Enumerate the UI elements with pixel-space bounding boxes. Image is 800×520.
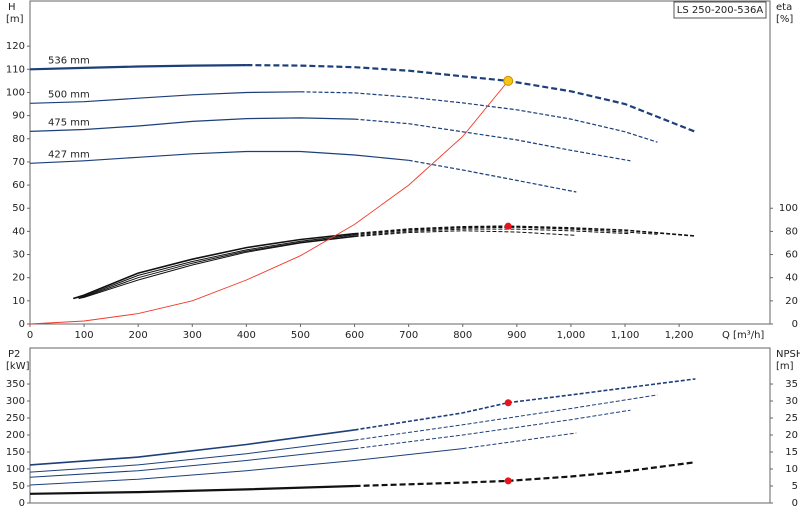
x-tick-label: 500: [291, 330, 310, 341]
y-tick-label: 300: [6, 396, 25, 407]
y2-tick-label: 40: [785, 273, 798, 284]
y-unit: [m]: [6, 14, 24, 25]
y-tick-label: 0: [19, 319, 25, 330]
curve: [29, 484, 355, 495]
curve: [29, 80, 509, 325]
y-tick-label: 20: [12, 273, 25, 284]
curve: [29, 150, 409, 164]
duty-point: [504, 477, 512, 485]
x-tick-label: 400: [237, 330, 256, 341]
x-tick-label: 600: [345, 330, 364, 341]
plot-frame: [29, 347, 771, 504]
curve-dashed: [354, 378, 696, 431]
curve: [29, 429, 355, 466]
x-tick-label: 1,000: [557, 330, 586, 341]
y2-unit: [m]: [776, 361, 794, 372]
y2-tick-label: 25: [785, 413, 798, 424]
curve-dashed: [300, 91, 658, 143]
curve-label: 536 mm: [48, 55, 90, 66]
x-tick-label: 300: [183, 330, 202, 341]
x-tick-label: 200: [129, 330, 148, 341]
x-tick-label: 800: [453, 330, 472, 341]
badge-box: [673, 1, 767, 19]
curve: [29, 448, 463, 486]
curve: [78, 235, 355, 299]
curve: [29, 439, 355, 473]
curve: [29, 64, 247, 71]
y-tick-label: 50: [12, 203, 25, 214]
y-tick-label: 0: [19, 498, 25, 509]
y2-tick-label: 80: [785, 226, 798, 237]
duty-point: [504, 222, 512, 230]
y-tick-label: 60: [12, 180, 25, 191]
x-tick-label: 700: [399, 330, 418, 341]
y-tick-label: 120: [6, 41, 25, 52]
y2-tick-label: 100: [779, 203, 798, 214]
y2-tick-label: 10: [785, 464, 798, 475]
y-tick-label: 40: [12, 226, 25, 237]
y2-label: NPSH: [776, 349, 800, 360]
y-tick-label: 110: [6, 64, 25, 75]
curve-dashed: [462, 432, 577, 450]
duty-point: [504, 399, 512, 407]
y-tick-label: 100: [6, 464, 25, 475]
x-tick-label: 1,100: [611, 330, 640, 341]
curve: [29, 91, 301, 104]
curve: [29, 448, 355, 478]
y-label: H: [8, 2, 16, 13]
y2-tick-label: 5: [792, 481, 798, 492]
plot-frame: [29, 0, 771, 325]
y-tick-label: 100: [6, 87, 25, 98]
y-tick-label: 200: [6, 430, 25, 441]
y-tick-label: 90: [12, 111, 25, 122]
y-tick-label: 350: [6, 379, 25, 390]
y-tick-label: 30: [12, 250, 25, 261]
y-tick-label: 10: [12, 296, 25, 307]
y2-tick-label: 20: [785, 296, 798, 307]
duty-point: [503, 75, 514, 86]
x-tick-label: 900: [507, 330, 526, 341]
y2-tick-label: 60: [785, 250, 798, 261]
x-label: Q [m³/h]: [722, 330, 764, 341]
curve: [73, 232, 355, 300]
curve: [29, 117, 355, 132]
y-label: P2: [8, 349, 20, 360]
curve-label: 427 mm: [48, 149, 90, 160]
x-tick-label: 1,200: [665, 330, 694, 341]
curve: [78, 236, 355, 299]
x-tick-label: 100: [75, 330, 94, 341]
curve-dashed: [354, 461, 696, 488]
y-tick-label: 250: [6, 413, 25, 424]
y2-tick-label: 35: [785, 379, 798, 390]
x-tick-label: 0: [27, 330, 33, 341]
y2-tick-label: 15: [785, 447, 798, 458]
curve-dashed: [354, 228, 631, 237]
curve-dashed: [354, 118, 631, 162]
curve-label: 500 mm: [48, 89, 90, 100]
curve-dashed: [354, 230, 577, 238]
y2-tick-label: 0: [792, 319, 798, 330]
curve-dashed: [246, 64, 696, 133]
curve-dashed: [408, 159, 577, 193]
badge: LS 250-200-536A: [677, 5, 764, 16]
curve-label: 475 mm: [48, 117, 90, 128]
y2-label: eta: [776, 2, 792, 13]
y2-tick-label: 0: [792, 498, 798, 509]
y2-tick-label: 20: [785, 430, 798, 441]
y2-unit: [%]: [776, 14, 793, 25]
y2-tick-label: 30: [785, 396, 798, 407]
curve: [73, 234, 355, 299]
y-tick-label: 70: [12, 157, 25, 168]
y-tick-label: 50: [12, 481, 25, 492]
y-tick-label: 80: [12, 134, 25, 145]
y-tick-label: 150: [6, 447, 25, 458]
curve-dashed: [354, 226, 658, 236]
curve-dashed: [354, 394, 658, 441]
y-unit: [kW]: [6, 361, 30, 372]
curve-dashed: [354, 409, 631, 450]
